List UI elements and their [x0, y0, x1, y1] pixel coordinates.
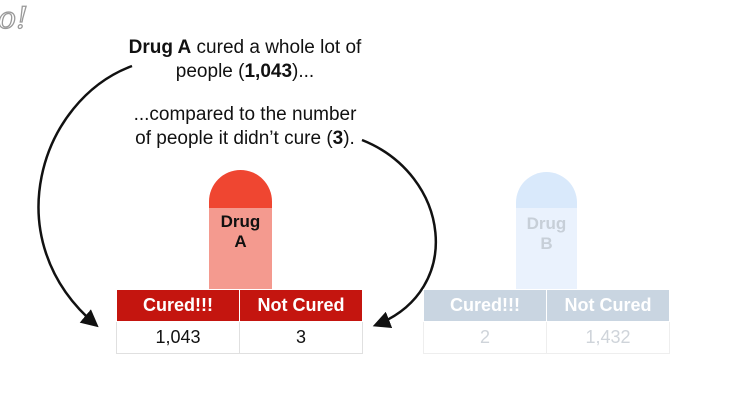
svg-text:o!: o! [0, 1, 28, 36]
pill-label-line: B [540, 234, 553, 253]
pill-label-line: Drug [526, 214, 567, 233]
logo-icon: o! [0, 0, 29, 36]
header-cured: Cured!!! [116, 289, 240, 322]
drug-a-pill-icon: Drug A [209, 170, 272, 290]
caption-text: cured a whole lot of [191, 37, 362, 58]
drug-b-pill-label: Drug B [516, 214, 577, 254]
drug-b-table: Cured!!! Not Cured 2 1,432 [423, 289, 670, 354]
drug-a-pill-label: Drug A [209, 212, 272, 252]
caption-text: ). [343, 128, 355, 149]
pill-label-line: Drug [220, 212, 261, 231]
value-not-cured: 3 [239, 321, 363, 354]
pill-label-line: A [234, 232, 247, 251]
caption-number: 1,043 [244, 61, 293, 82]
caption-number: 3 [332, 128, 344, 149]
caption-drug-name: Drug A [128, 37, 192, 58]
caption-drug-a-not-cured: ...compared to the number of people it d… [90, 103, 400, 151]
header-not-cured: Not Cured [239, 289, 363, 322]
caption-text: of people it didn’t cure ( [135, 128, 333, 149]
value-cured: 2 [423, 321, 547, 354]
caption-text: people ( [175, 61, 245, 82]
drug-a-table: Cured!!! Not Cured 1,043 3 [116, 289, 363, 354]
value-cured: 1,043 [116, 321, 240, 354]
caption-text: ...compared to the number [133, 104, 357, 125]
header-not-cured: Not Cured [546, 289, 670, 322]
header-cured: Cured!!! [423, 289, 547, 322]
value-not-cured: 1,432 [546, 321, 670, 354]
caption-drug-a-cured: Drug A cured a whole lot of people (1,04… [90, 36, 400, 84]
drug-b-pill-icon: Drug B [516, 172, 577, 290]
caption-text: )... [292, 61, 315, 82]
